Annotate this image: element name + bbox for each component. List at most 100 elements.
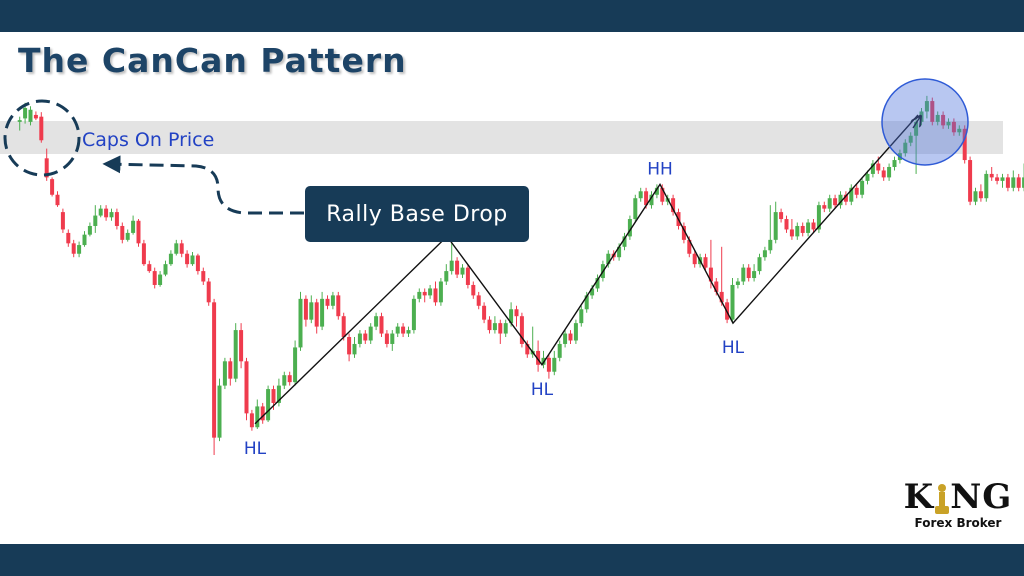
candle-body-81 (455, 260, 460, 275)
candle-body-68 (384, 333, 389, 344)
candle-body-144 (795, 225, 800, 237)
candle-body-115 (638, 191, 643, 199)
candle-body-156 (860, 180, 865, 195)
candle-body-1 (23, 108, 28, 119)
candle-body-104 (579, 309, 584, 324)
pawn-icon (935, 484, 950, 514)
candle-body-82 (460, 267, 465, 275)
candle-body-43 (249, 413, 254, 428)
candle-body-46 (266, 389, 271, 421)
candle-body-182 (1000, 177, 1005, 181)
candle-body-94 (525, 343, 530, 355)
candle-body-12 (82, 234, 87, 246)
candle-body-63 (357, 333, 362, 344)
king-forex-logo: K NG Forex Broker (902, 480, 1014, 530)
dashed-connector-arrow (102, 155, 304, 215)
page-title: The CanCan Pattern (18, 41, 407, 80)
candle-body-14 (93, 215, 98, 226)
candle-body-78 (438, 281, 443, 303)
candle-body-62 (352, 343, 357, 355)
candle-body-74 (417, 291, 422, 299)
candle-body-58 (330, 295, 335, 306)
candle-body-169 (930, 101, 935, 122)
candle-body-79 (444, 271, 449, 282)
candle-body-166 (914, 121, 919, 136)
candle-body-70 (395, 326, 400, 334)
candle-body-55 (314, 302, 319, 327)
candle-body-65 (368, 326, 373, 341)
candle-body-37 (217, 385, 222, 438)
logo-letter-left: K (903, 477, 935, 517)
left-cap-circle (3, 99, 81, 177)
candle-body-155 (854, 187, 859, 195)
candle-body-50 (287, 375, 292, 383)
candle-body-39 (228, 361, 233, 379)
candle-body-91 (509, 309, 514, 324)
candle-body-157 (865, 173, 870, 181)
candle-body-22 (136, 220, 141, 244)
candle-body-109 (606, 253, 611, 265)
candle-body-132 (730, 284, 735, 320)
candle-body-146 (806, 222, 811, 233)
candle-body-164 (903, 142, 908, 154)
candle-body-7 (55, 194, 60, 206)
candle-body-21 (131, 220, 136, 233)
candle-body-149 (822, 205, 827, 209)
candle-body-76 (428, 288, 433, 296)
candle-body-124 (687, 239, 692, 254)
candle-body-61 (347, 337, 352, 355)
candle-body-57 (325, 298, 330, 306)
candle-body-72 (406, 330, 411, 334)
candle-body-130 (719, 291, 724, 303)
candle-body-107 (595, 278, 600, 289)
candle-body-59 (336, 295, 341, 317)
candle-body-30 (179, 243, 184, 254)
candle-body-101 (563, 333, 568, 344)
candle-body-5 (44, 158, 49, 178)
candle-body-172 (946, 121, 951, 126)
candle-body-36 (212, 302, 217, 438)
candle-body-147 (811, 222, 816, 230)
candle-body-112 (622, 236, 627, 247)
candle-body-119 (660, 187, 665, 202)
candle-body-84 (471, 284, 476, 296)
candle-body-90 (503, 323, 508, 334)
candle-body-85 (476, 295, 481, 306)
candle-body-49 (282, 375, 287, 386)
candle-body-41 (239, 330, 244, 362)
candle-body-13 (87, 225, 92, 235)
candle-body-56 (320, 298, 325, 327)
candle-body-2 (28, 109, 33, 122)
candle-body-137 (757, 257, 762, 272)
candle-body-71 (401, 326, 406, 334)
candle-body-6 (50, 179, 55, 195)
top-banner (0, 0, 1024, 32)
candle-body-140 (773, 212, 778, 240)
candle-body-128 (708, 267, 713, 282)
candle-body-113 (627, 219, 632, 237)
logo-letters-right: NG (950, 477, 1013, 517)
candle-body-17 (109, 212, 114, 218)
candle-body-117 (649, 194, 654, 206)
candle-body-159 (876, 163, 881, 171)
candle-body-176 (968, 160, 973, 202)
candle-body-184 (1011, 177, 1016, 188)
candle-body-51 (293, 347, 298, 383)
candle-body-28 (168, 253, 173, 265)
candle-body-75 (422, 291, 427, 296)
candle-body-25 (152, 271, 157, 285)
logo-subtitle: Forex Broker (914, 516, 1002, 530)
candle-body-23 (141, 243, 146, 265)
candle-body-80 (449, 260, 454, 272)
candle-body-151 (833, 198, 838, 206)
candle-body-9 (66, 232, 71, 244)
candle-body-173 (951, 121, 956, 133)
candle-body-66 (374, 316, 379, 327)
candle-body-35 (206, 281, 211, 303)
candle-body-88 (492, 323, 497, 331)
candle-body-161 (887, 166, 892, 178)
candle-body-138 (762, 250, 767, 258)
candle-body-145 (800, 225, 805, 233)
candle-body-3 (33, 114, 38, 119)
